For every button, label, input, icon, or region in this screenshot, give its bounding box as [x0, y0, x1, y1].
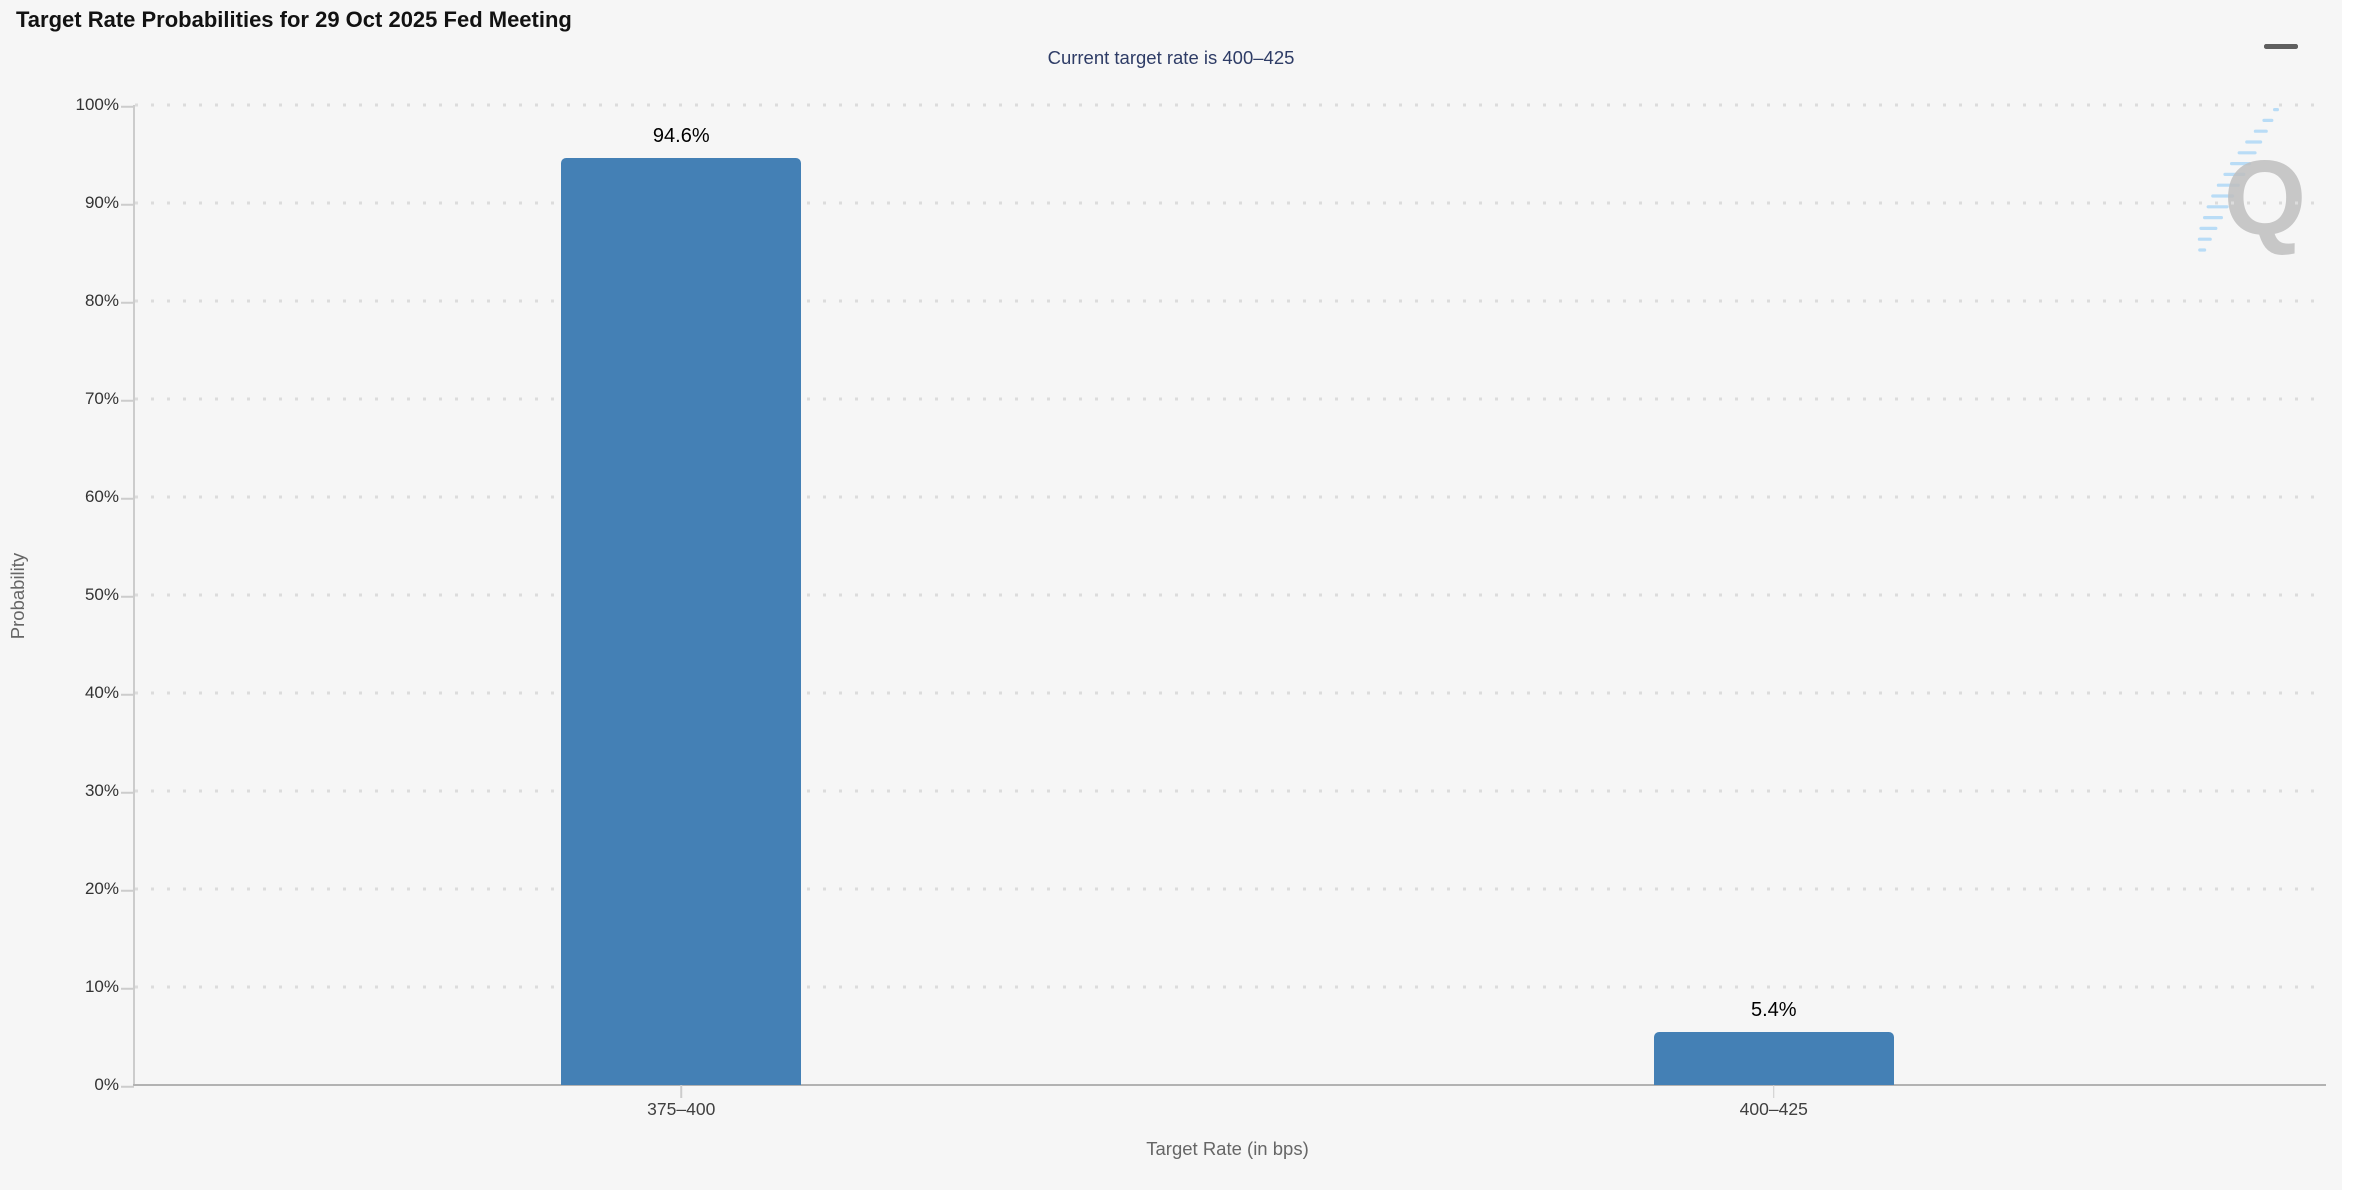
y-axis-title: Probability: [7, 552, 28, 640]
x-axis-label: 400–425: [1739, 1099, 1808, 1119]
y-axis-labels: 0% 10% 20% 30% 40% 50% 60% 70% 80% 90% 100%: [75, 95, 119, 1094]
chart-context-menu-button[interactable]: [2264, 13, 2322, 49]
y-axis-tick: [121, 105, 134, 108]
gridline: [135, 495, 2320, 499]
y-axis-tick: [121, 301, 134, 304]
y-axis-tick: [121, 399, 134, 402]
bar-375-400[interactable]: [561, 157, 802, 1085]
gridline: [135, 103, 2320, 107]
gridline: [135, 299, 2320, 303]
chart-title: Target Rate Probabilities for 29 Oct 202…: [16, 7, 572, 32]
gridline: [135, 985, 2320, 989]
gridline: [135, 397, 2320, 401]
y-axis-tick: [121, 1085, 134, 1088]
x-axis-tick: [1773, 1085, 1775, 1098]
y-axis-tick: [121, 987, 134, 990]
x-axis-label: 375–400: [647, 1099, 716, 1119]
bar-value-label: 94.6%: [652, 124, 710, 147]
gridline: [135, 691, 2320, 695]
bar-value-label: 5.4%: [1750, 999, 1797, 1022]
bar-400-425[interactable]: [1653, 1032, 1894, 1085]
chart-subtitle: Current target rate is 400–425: [1047, 47, 1295, 68]
y-axis-line: [133, 105, 135, 1086]
y-axis-tick: [121, 791, 134, 794]
y-axis-tick: [121, 889, 134, 892]
y-axis-tick: [121, 497, 134, 500]
gridline: [135, 887, 2320, 891]
gridline: [135, 593, 2320, 597]
x-axis-tick: [680, 1085, 682, 1098]
y-axis-tick: [121, 595, 134, 598]
gridline: [135, 789, 2320, 793]
y-axis-tick: [121, 693, 134, 696]
x-axis-baseline: [133, 1084, 2326, 1086]
plot-area: 94.6% 375–400 5.4% 400–425: [133, 103, 2326, 1119]
y-axis-tick: [121, 203, 134, 206]
gridline: [135, 201, 2320, 205]
x-axis-title: Target Rate (in bps): [1146, 1138, 1309, 1159]
